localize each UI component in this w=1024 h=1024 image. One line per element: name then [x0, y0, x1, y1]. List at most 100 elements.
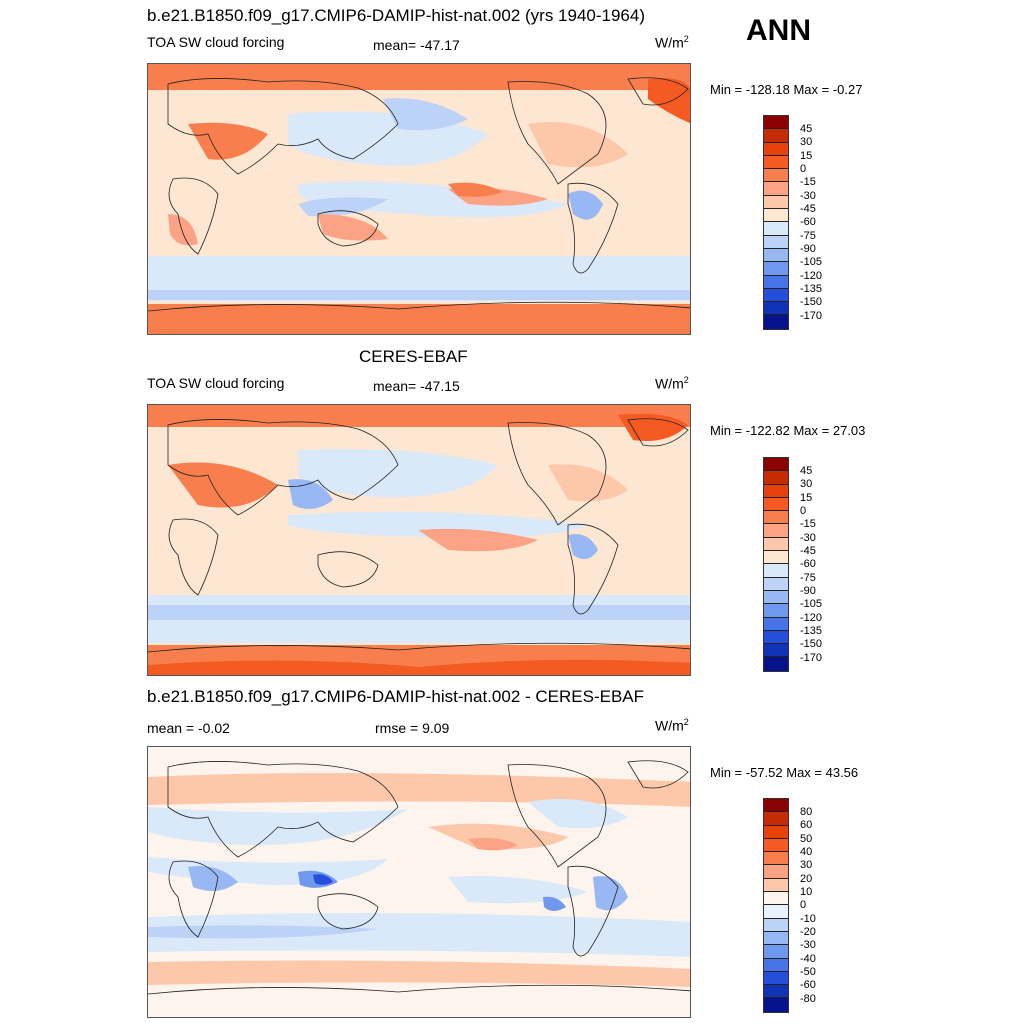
panel1-colorbar	[763, 115, 789, 330]
colorbar-tick: -150	[800, 638, 823, 650]
colorbar-swatch	[764, 235, 788, 249]
panel2-mean-label: mean= -47.15	[373, 378, 460, 394]
colorbar-tick: 50	[800, 833, 813, 845]
colorbar-swatch	[764, 484, 788, 498]
colorbar-tick: -90	[800, 585, 816, 597]
panel2-map	[147, 404, 691, 676]
colorbar-swatch	[764, 577, 788, 591]
colorbar-tick: -135	[800, 283, 823, 295]
colorbar-tick: -15	[800, 518, 816, 530]
colorbar-swatch	[764, 564, 788, 578]
colorbar-tick: 30	[800, 136, 813, 148]
panel2-unit-label: W/m2	[655, 375, 689, 392]
colorbar-tick: -30	[800, 939, 816, 951]
colorbar-tick: -135	[800, 625, 823, 637]
colorbar-tick: 20	[800, 873, 813, 885]
colorbar-swatch	[764, 852, 788, 866]
colorbar-swatch	[764, 209, 788, 223]
colorbar-swatch	[764, 248, 788, 263]
colorbar-swatch	[764, 617, 788, 631]
colorbar-swatch	[764, 812, 788, 826]
season-label: ANN	[746, 14, 811, 47]
colorbar-swatch	[764, 958, 788, 972]
colorbar-swatch	[764, 799, 788, 813]
panel1-title: b.e21.B1850.f09_g17.CMIP6-DAMIP-hist-nat…	[147, 6, 645, 25]
panel2-title: CERES-EBAF	[359, 347, 468, 366]
colorbar-swatch	[764, 302, 788, 316]
colorbar-tick: -15	[800, 176, 816, 188]
colorbar-swatch	[764, 825, 788, 839]
colorbar-tick: -105	[800, 598, 823, 610]
colorbar-tick: -80	[800, 993, 816, 1005]
colorbar-tick: -40	[800, 953, 816, 965]
colorbar-tick: -90	[800, 243, 816, 255]
panel3-range-label: Min = -57.52 Max = 43.56	[710, 765, 859, 780]
colorbar-tick: 45	[800, 465, 813, 477]
colorbar-tick: -60	[800, 558, 816, 570]
colorbar-tick: -30	[800, 190, 816, 202]
colorbar-swatch	[764, 892, 788, 906]
colorbar-tick: -45	[800, 203, 816, 215]
panel3-unit-label: W/m2	[655, 717, 689, 734]
colorbar-swatch	[764, 590, 788, 605]
colorbar-tick: 15	[800, 150, 813, 162]
colorbar-swatch	[764, 182, 788, 196]
colorbar-swatch	[764, 471, 788, 485]
colorbar-swatch	[764, 657, 788, 671]
colorbar-tick: 45	[800, 123, 813, 135]
colorbar-tick: 0	[800, 899, 807, 911]
colorbar-swatch	[764, 918, 788, 932]
panel1-mean-label: mean= -47.17	[373, 37, 460, 53]
colorbar-swatch	[764, 905, 788, 919]
colorbar-swatch	[764, 458, 788, 472]
colorbar-swatch	[764, 142, 788, 156]
colorbar-tick: 0	[800, 163, 807, 175]
panel3-rmse-label: rmse = 9.09	[375, 720, 450, 736]
colorbar-swatch	[764, 865, 788, 879]
colorbar-swatch	[764, 524, 788, 538]
panel2-range-label: Min = -122.82 Max = 27.03	[710, 423, 866, 438]
colorbar-tick: -30	[800, 532, 816, 544]
colorbar-swatch	[764, 262, 788, 276]
colorbar-swatch	[764, 315, 788, 329]
colorbar-swatch	[764, 511, 788, 525]
colorbar-swatch	[764, 116, 788, 130]
colorbar-swatch	[764, 945, 788, 959]
colorbar-tick: -120	[800, 270, 823, 282]
panel3-colorbar	[763, 798, 789, 1013]
colorbar-swatch	[764, 129, 788, 143]
colorbar-tick: -60	[800, 979, 816, 991]
colorbar-tick: -150	[800, 296, 823, 308]
panel1-range-label: Min = -128.18 Max = -0.27	[710, 82, 863, 97]
colorbar-tick: -60	[800, 216, 816, 228]
colorbar-swatch	[764, 604, 788, 618]
colorbar-swatch	[764, 931, 788, 946]
colorbar-swatch	[764, 878, 788, 893]
panel1-unit-label: W/m2	[655, 34, 689, 51]
panel3-mean-label: mean = -0.02	[147, 720, 230, 736]
colorbar-tick: -20	[800, 926, 816, 938]
colorbar-tick: -10	[800, 913, 816, 925]
colorbar-tick: 40	[800, 846, 813, 858]
panel3-map	[147, 746, 691, 1018]
colorbar-swatch	[764, 288, 788, 303]
panel2-variable-label: TOA SW cloud forcing	[147, 375, 285, 391]
colorbar-swatch	[764, 644, 788, 658]
colorbar-tick: 60	[800, 819, 813, 831]
colorbar-tick: 0	[800, 505, 807, 517]
colorbar-tick: 30	[800, 859, 813, 871]
colorbar-swatch	[764, 537, 788, 552]
colorbar-tick: 80	[800, 806, 813, 818]
panel3-title: b.e21.B1850.f09_g17.CMIP6-DAMIP-hist-nat…	[147, 687, 645, 706]
colorbar-tick: -75	[800, 230, 816, 242]
colorbar-swatch	[764, 551, 788, 565]
panel2-colorbar	[763, 457, 789, 672]
colorbar-tick: 30	[800, 478, 813, 490]
colorbar-tick: -120	[800, 612, 823, 624]
panel1-map	[147, 63, 691, 335]
colorbar-tick: -170	[800, 310, 823, 322]
colorbar-swatch	[764, 971, 788, 986]
colorbar-tick: -170	[800, 652, 823, 664]
colorbar-swatch	[764, 497, 788, 512]
colorbar-swatch	[764, 985, 788, 999]
